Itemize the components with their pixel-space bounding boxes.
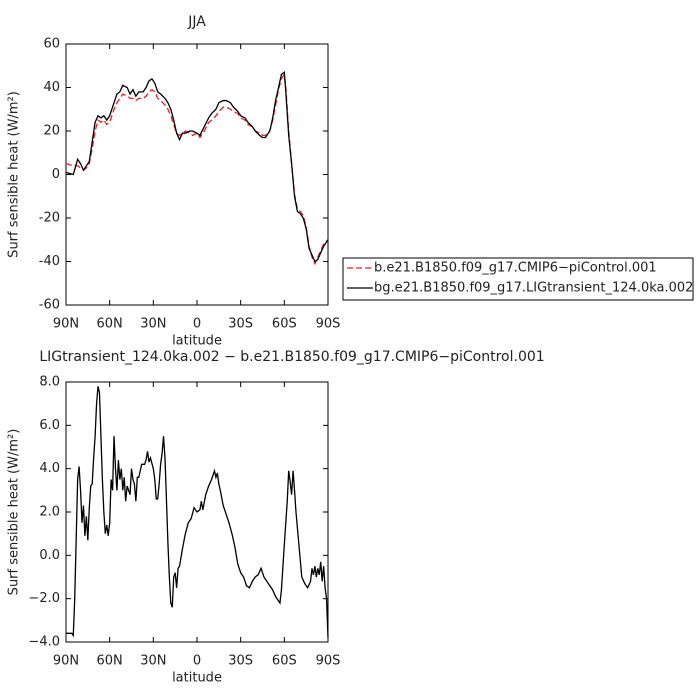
- y-tick-label: 6.0: [39, 418, 60, 433]
- x-tick-label: 90S: [316, 317, 341, 332]
- x-tick-label: 30S: [228, 317, 253, 332]
- legend-box: [342, 257, 694, 301]
- x-tick-label: 60S: [272, 654, 297, 669]
- x-tick-label: 30N: [140, 317, 166, 332]
- x-tick-label: 60S: [272, 317, 297, 332]
- x-tick-label: 30N: [140, 654, 166, 669]
- x-tick-label: 90N: [53, 317, 79, 332]
- chart-title: JJA: [187, 14, 206, 30]
- y-tick-label: −4.0: [28, 635, 60, 650]
- legend-label: bg.e21.B1850.f09_g17.LIGtransient_124.0k…: [374, 281, 693, 296]
- y-tick-label: 0.0: [39, 548, 60, 563]
- x-tick-label: 60N: [97, 317, 123, 332]
- y-tick-label: 2.0: [39, 505, 60, 520]
- x-tick-label: 90S: [316, 654, 341, 669]
- y-axis-label: Surf sensible heat (W/m²): [7, 429, 22, 596]
- x-tick-label: 0: [193, 654, 201, 669]
- y-axis-label: Surf sensible heat (W/m²): [7, 91, 22, 258]
- y-tick-label: 40: [43, 80, 60, 95]
- chart-title: LIGtransient_124.0ka.002 − b.e21.B1850.f…: [39, 349, 544, 365]
- y-tick-label: 8.0: [39, 375, 60, 390]
- y-tick-label: 20: [43, 124, 60, 139]
- x-axis-label: latitude: [172, 671, 222, 686]
- data-line: [65, 72, 329, 266]
- y-tick-label: -60: [39, 298, 60, 313]
- y-tick-label: -40: [39, 254, 60, 269]
- legend-label: b.e21.B1850.f09_g17.CMIP6−piControl.001: [374, 261, 657, 276]
- y-tick-label: −2.0: [28, 591, 60, 606]
- x-tick-label: 30S: [228, 654, 253, 669]
- x-tick-label: 60N: [97, 654, 123, 669]
- y-tick-label: 4.0: [39, 461, 60, 476]
- data-line: [66, 386, 329, 638]
- y-tick-label: -20: [39, 211, 60, 226]
- x-axis-label: latitude: [172, 334, 222, 349]
- y-tick-label: 60: [43, 37, 60, 52]
- data-line: [65, 71, 329, 263]
- x-tick-label: 90N: [53, 654, 79, 669]
- plot-frame: [65, 43, 329, 306]
- y-tick-label: 0: [52, 167, 60, 182]
- x-tick-label: 0: [193, 317, 201, 332]
